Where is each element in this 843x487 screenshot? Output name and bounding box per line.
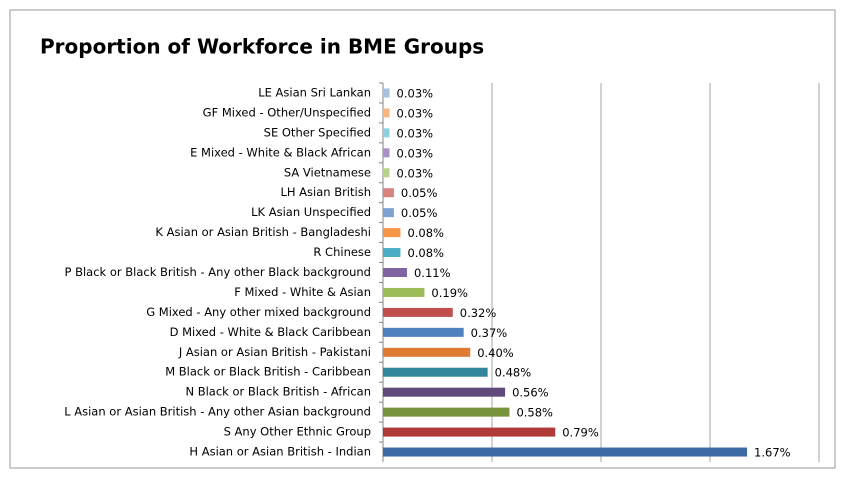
- value-label: 1.67%: [754, 446, 791, 460]
- category-label: K Asian or Asian British - Bangladeshi: [155, 225, 371, 239]
- bar: [383, 347, 471, 357]
- value-label: 0.37%: [471, 326, 508, 340]
- value-label: 0.58%: [516, 406, 553, 420]
- chart-title: Proportion of Workforce in BME Groups: [40, 35, 484, 59]
- category-label: L Asian or Asian British - Any other Asi…: [64, 405, 371, 419]
- category-label: LH Asian British: [280, 185, 371, 199]
- bar: [383, 287, 425, 297]
- category-label: SA Vietnamese: [284, 165, 371, 179]
- bar: [383, 228, 401, 238]
- bar: [383, 447, 748, 457]
- bar: [383, 407, 510, 417]
- category-label: N Black or Black British - African: [185, 385, 371, 399]
- bar: [383, 248, 401, 258]
- bar: [383, 148, 390, 158]
- category-label: F Mixed - White & Asian: [234, 285, 371, 299]
- value-label: 0.08%: [407, 246, 444, 260]
- bar: [383, 367, 488, 377]
- category-label: J Asian or Asian British - Pakistani: [178, 345, 371, 359]
- category-label: SE Other Specified: [264, 125, 371, 139]
- value-label: 0.05%: [401, 206, 438, 220]
- bar: [383, 427, 556, 437]
- bar: [383, 327, 464, 337]
- value-label: 0.32%: [460, 306, 497, 320]
- value-label: 0.11%: [414, 266, 451, 280]
- category-label: S Any Other Ethnic Group: [224, 425, 371, 439]
- category-label: D Mixed - White & Black Caribbean: [170, 325, 371, 339]
- value-label: 0.05%: [401, 186, 438, 200]
- value-label: 0.56%: [512, 386, 549, 400]
- bar: [383, 168, 390, 178]
- bar: [383, 268, 407, 277]
- bar: [383, 387, 506, 397]
- category-label: M Black or Black British - Caribbean: [165, 365, 371, 379]
- value-label: 0.03%: [397, 146, 434, 160]
- category-label: G Mixed - Any other mixed background: [146, 305, 371, 319]
- category-label: R Chinese: [313, 245, 371, 259]
- bar: [383, 88, 390, 98]
- value-label: 0.03%: [397, 86, 434, 100]
- value-label: 0.19%: [431, 286, 468, 300]
- value-label: 0.03%: [397, 166, 434, 180]
- value-label: 0.08%: [407, 226, 444, 240]
- bar: [383, 128, 390, 138]
- value-label: 0.40%: [477, 346, 514, 360]
- value-label: 0.03%: [397, 106, 434, 120]
- bar: [383, 208, 394, 218]
- bar: [383, 188, 394, 198]
- category-label: E Mixed - White & Black African: [190, 145, 371, 159]
- category-label: LK Asian Unspecified: [251, 205, 371, 219]
- bar: [383, 108, 390, 118]
- value-label: 0.03%: [397, 126, 434, 140]
- bar: [383, 307, 453, 317]
- category-label: H Asian or Asian British - Indian: [189, 445, 371, 459]
- category-label: LE Asian Sri Lankan: [258, 85, 371, 99]
- category-label: P Black or Black British - Any other Bla…: [64, 265, 371, 279]
- value-label: 0.79%: [562, 426, 599, 440]
- value-label: 0.48%: [495, 366, 532, 380]
- category-label: GF Mixed - Other/Unspecified: [203, 105, 371, 119]
